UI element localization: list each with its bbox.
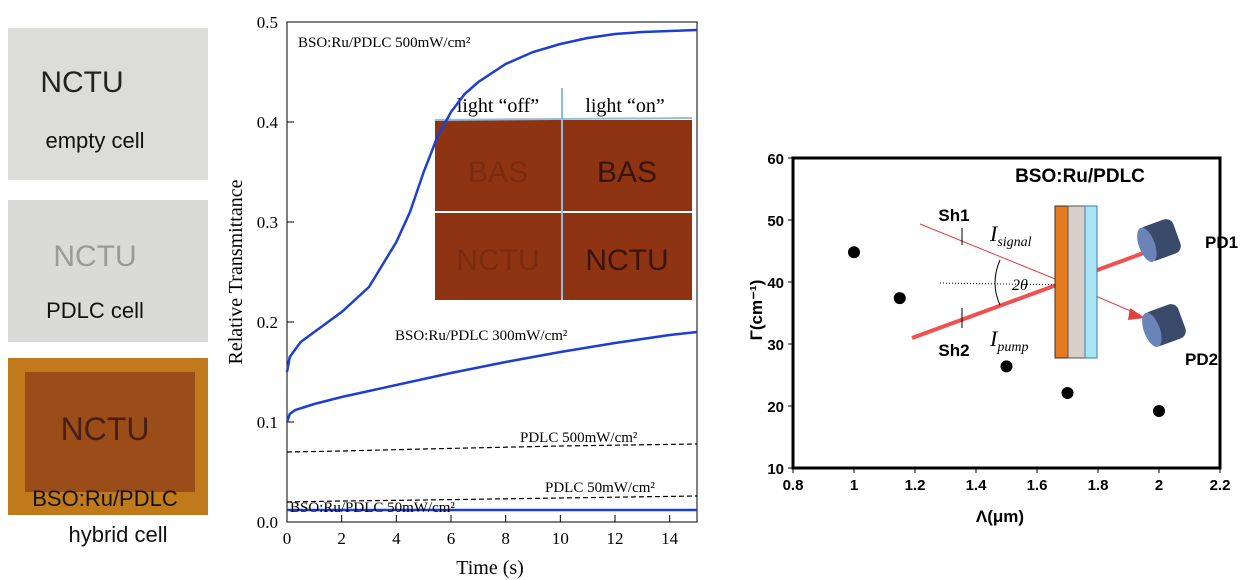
- photo: [8, 28, 208, 180]
- inset-divider: [434, 117, 693, 121]
- point: [848, 246, 860, 259]
- y-tick-label: 20: [767, 399, 784, 416]
- x-tick-label: 0: [283, 529, 292, 548]
- x-tick-label: 12: [607, 529, 624, 548]
- x-tick-label: 10: [552, 529, 569, 548]
- photo-caption: BSO:Ru/PDLC: [32, 486, 178, 511]
- series-label: BSO:Ru/PDLC 300mW/cm²: [395, 328, 568, 344]
- photo-caption: PDLC cell: [46, 298, 144, 323]
- subscript: signal: [997, 235, 1031, 250]
- y-tick-label: 0.5: [257, 13, 278, 32]
- inset-label: BAS: [597, 156, 657, 189]
- y-tick-label: 0.2: [257, 313, 278, 332]
- y-tick-label: 60: [767, 151, 784, 168]
- x-axis-label: Λ(μm): [976, 507, 1024, 526]
- x-tick-label: 0.8: [783, 477, 804, 494]
- x-tick-label: 1: [850, 477, 858, 494]
- detector-label: PD1: [1205, 233, 1238, 252]
- angle-label: 2θ: [1012, 277, 1028, 294]
- series-label: PDLC 50mW/cm²: [545, 480, 655, 496]
- beam: [919, 223, 1071, 286]
- signal-label: Isignal: [989, 221, 1032, 250]
- inset-label: NCTU: [585, 244, 668, 277]
- y-tick-label: 10: [767, 461, 784, 478]
- detector: [1137, 227, 1157, 262]
- angle-arc: [994, 259, 1001, 306]
- photo-label: NCTU: [53, 240, 136, 273]
- point: [1153, 404, 1165, 417]
- y-tick-label: 0.0: [257, 513, 278, 532]
- x-tick-label: 6: [447, 529, 456, 548]
- series-line: [285, 330, 698, 423]
- point: [1000, 360, 1013, 373]
- photo-caption: empty cell: [45, 128, 144, 153]
- photo: [8, 200, 208, 342]
- substrate: [1054, 205, 1069, 359]
- detector: [1142, 312, 1162, 347]
- photo-label: NCTU: [40, 66, 123, 99]
- setup-diagram: [911, 205, 1186, 359]
- x-tick-label: 14: [661, 529, 679, 548]
- inset-label: BAS: [468, 156, 528, 189]
- x-tick-label: 1.4: [966, 477, 988, 494]
- y-tick-label: 30: [767, 337, 784, 354]
- shutter-label: Sh1: [938, 206, 969, 225]
- x-tick-label: 2.2: [1210, 477, 1231, 494]
- y-axis-label: Relative Transmittance: [225, 179, 247, 364]
- y-tick-label: 50: [767, 213, 784, 230]
- series-label: BSO:Ru/PDLC 50mW/cm²: [290, 500, 455, 516]
- photo-label: NCTU: [61, 411, 150, 447]
- point: [893, 292, 906, 305]
- point: [1061, 386, 1074, 399]
- y-tick-label: 40: [767, 275, 784, 292]
- series-label: BSO:Ru/PDLC 500mW/cm²: [298, 35, 471, 51]
- x-tick-label: 2: [1155, 477, 1163, 494]
- y-axis-label: Γ(cm⁻¹): [747, 280, 766, 341]
- pump-label: Ipump: [989, 326, 1028, 355]
- x-axis-label: Time (s): [456, 557, 524, 579]
- symbol: I: [989, 326, 999, 351]
- series-line: [286, 495, 698, 503]
- plot-frame: [791, 156, 1222, 470]
- sample-label: BSO:Ru/PDLC: [1015, 166, 1145, 187]
- x-tick-label: 2: [337, 529, 346, 548]
- arrow: [1128, 308, 1145, 320]
- photo-caption: hybrid cell: [68, 522, 167, 547]
- series-line: [286, 443, 698, 453]
- symbol: I: [989, 221, 999, 246]
- subscript: pump: [996, 340, 1028, 355]
- inset-label: NCTU: [456, 244, 539, 277]
- y-tick-label: 0.3: [257, 213, 278, 232]
- series-line: [285, 28, 698, 373]
- plot-frame: [286, 21, 698, 523]
- series-label: PDLC 500mW/cm²: [520, 430, 638, 446]
- pdlc-layer: [1067, 205, 1086, 359]
- glass: [1084, 205, 1098, 359]
- y-tick-label: 0.1: [257, 413, 278, 432]
- photo: [25, 372, 195, 492]
- beam: [911, 245, 1161, 340]
- x-tick-label: 1.8: [1088, 477, 1109, 494]
- x-tick-label: 1.2: [905, 477, 926, 494]
- inset-header: light “off”: [457, 95, 539, 117]
- inset-header: light “on”: [585, 95, 664, 117]
- detector-label: PD2: [1185, 350, 1218, 369]
- shutter-label: Sh2: [938, 341, 969, 360]
- x-tick-label: 4: [392, 529, 401, 548]
- x-tick-label: 8: [501, 529, 510, 548]
- inset-photo: [435, 120, 692, 300]
- y-tick-label: 0.4: [257, 113, 279, 132]
- x-tick-label: 1.6: [1027, 477, 1048, 494]
- normal: [939, 282, 1071, 286]
